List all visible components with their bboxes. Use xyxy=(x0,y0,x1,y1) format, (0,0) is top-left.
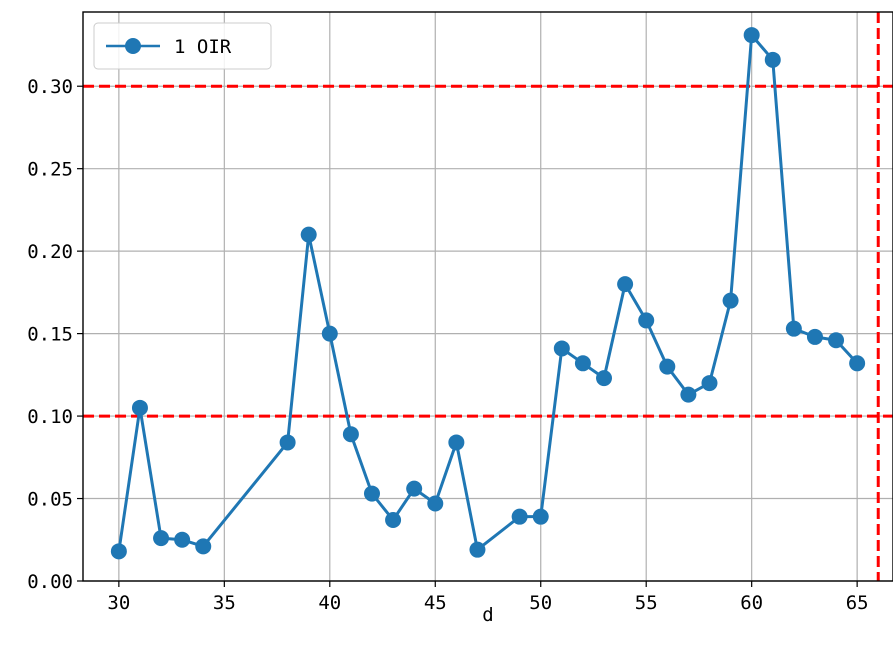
data-point xyxy=(110,543,127,560)
x-axis-ticks: 30 35 40 45 50 55 60 65 xyxy=(107,581,869,614)
plot-frame xyxy=(82,11,893,582)
data-point xyxy=(469,541,486,558)
data-point xyxy=(722,292,739,309)
data-point xyxy=(785,320,802,337)
data-point xyxy=(574,355,591,372)
data-point xyxy=(532,508,549,525)
data-point xyxy=(131,399,148,416)
data-point xyxy=(680,386,697,403)
y-tick-label: 0.10 xyxy=(27,406,73,428)
data-point xyxy=(828,332,845,349)
data-point xyxy=(617,276,634,293)
data-point xyxy=(743,27,760,44)
x-tick-label: 40 xyxy=(318,592,341,614)
legend: 1 OIR xyxy=(93,22,272,70)
data-point xyxy=(385,511,402,528)
x-tick-label: 45 xyxy=(424,592,447,614)
grid-lines xyxy=(83,12,893,582)
data-point xyxy=(195,538,212,555)
data-point xyxy=(153,530,170,547)
y-tick-label: 0.20 xyxy=(27,241,73,263)
data-point xyxy=(659,358,676,375)
data-point xyxy=(849,355,866,372)
data-point xyxy=(806,328,823,345)
y-tick-label: 0.00 xyxy=(27,571,73,593)
x-tick-label: 50 xyxy=(529,592,552,614)
data-point xyxy=(342,426,359,443)
data-point xyxy=(279,434,296,451)
legend-box xyxy=(93,22,272,70)
data-point xyxy=(701,375,718,392)
x-tick-label: 65 xyxy=(846,592,869,614)
x-axis-title: d xyxy=(482,604,493,626)
data-point xyxy=(300,226,317,243)
data-point xyxy=(596,370,613,387)
data-point xyxy=(321,325,338,342)
series-layer xyxy=(110,27,866,560)
y-tick-label: 0.25 xyxy=(27,159,73,181)
data-point xyxy=(511,508,528,525)
y-tick-label: 0.30 xyxy=(27,76,73,98)
y-tick-label: 0.05 xyxy=(27,489,73,511)
x-tick-label: 60 xyxy=(740,592,763,614)
data-point xyxy=(553,340,570,357)
data-point xyxy=(427,495,444,512)
data-point xyxy=(764,51,781,68)
x-tick-label: 30 xyxy=(107,592,130,614)
data-point xyxy=(638,312,655,329)
x-tick-label: 55 xyxy=(635,592,658,614)
series-line xyxy=(117,33,859,552)
data-point xyxy=(448,434,465,451)
data-point xyxy=(174,531,191,548)
x-tick-label: 35 xyxy=(213,592,236,614)
y-tick-label: 0.15 xyxy=(27,324,73,346)
legend-marker-sample xyxy=(125,38,141,54)
y-axis-ticks: 0.00 0.05 0.10 0.15 0.20 0.25 0.30 xyxy=(27,76,83,593)
legend-label: 1 OIR xyxy=(174,36,232,58)
data-point xyxy=(406,480,423,497)
data-point xyxy=(363,485,380,502)
reference-lines xyxy=(83,12,893,581)
